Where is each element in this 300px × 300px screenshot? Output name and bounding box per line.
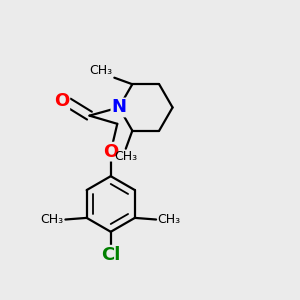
Text: CH₃: CH₃ bbox=[40, 213, 64, 226]
Text: CH₃: CH₃ bbox=[90, 64, 113, 77]
Text: Cl: Cl bbox=[101, 246, 120, 264]
Text: O: O bbox=[54, 92, 69, 110]
Text: CH₃: CH₃ bbox=[114, 150, 137, 163]
Text: N: N bbox=[111, 98, 126, 116]
Text: O: O bbox=[103, 142, 118, 160]
Text: CH₃: CH₃ bbox=[158, 213, 181, 226]
